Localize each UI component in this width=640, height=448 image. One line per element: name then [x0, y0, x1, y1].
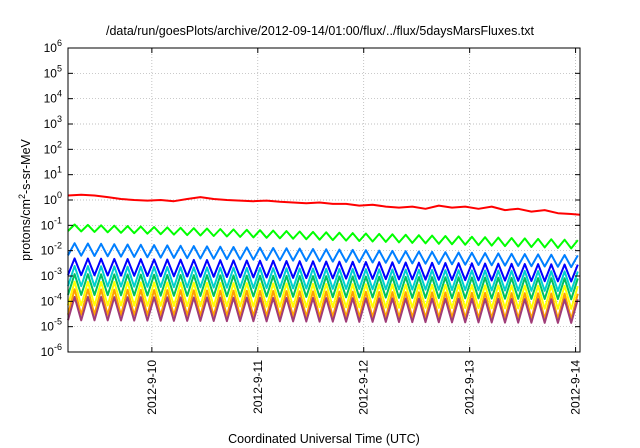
y-axis-label-rest: -s-sr-MeV	[19, 138, 33, 194]
y-tick-exponent: -1	[54, 215, 62, 225]
x-tick-label: 2012-9-12	[357, 360, 371, 415]
y-tick-exponent: 1	[57, 165, 62, 175]
y-tick-label: 10-2	[41, 241, 62, 258]
y-tick-exponent: 5	[57, 63, 62, 73]
y-tick-label: 10-3	[41, 266, 62, 283]
y-tick-exponent: -6	[54, 342, 62, 352]
x-axis-ticks: 2012-9-10 2012-9-11 2012-9-12 2012-9-13 2012…	[145, 48, 583, 415]
series-line-7	[67, 280, 579, 310]
x-tick-label: 2012-9-11	[251, 360, 265, 414]
y-tick-mantissa: 10	[44, 92, 58, 106]
y-tick-exponent: 4	[57, 89, 62, 99]
y-tick-label: 10-6	[41, 342, 62, 359]
y-tick-mantissa: 10	[44, 117, 58, 131]
y-tick-mantissa: 10	[44, 41, 58, 55]
y-tick-label: 100	[44, 190, 62, 207]
y-axis-label: protons/cm2-s-sr-MeV	[17, 138, 33, 260]
y-tick-label: 10-1	[41, 215, 62, 232]
y-tick-exponent: -5	[54, 317, 62, 327]
y-tick-mantissa: 10	[41, 244, 55, 258]
x-tick-label: 2012-9-14	[569, 360, 583, 415]
y-tick-mantissa: 10	[41, 294, 55, 308]
chart-title: /data/run/goesPlots/archive/2012-09-14/0…	[106, 24, 535, 38]
y-tick-mantissa: 10	[44, 168, 58, 182]
series-line-6	[67, 273, 579, 301]
series-line-5	[67, 265, 579, 293]
series-line-2	[67, 223, 579, 250]
y-tick-label: 106	[44, 38, 62, 55]
y-tick-mantissa: 10	[41, 345, 55, 359]
y-tick-mantissa: 10	[44, 193, 58, 207]
y-tick-exponent: 0	[57, 190, 62, 200]
y-axis-ticks: 10-610-510-410-310-210-11001011021031041…	[41, 38, 580, 359]
y-tick-label: 102	[44, 139, 62, 156]
y-tick-label: 104	[44, 89, 62, 106]
y-tick-exponent: 3	[57, 114, 62, 124]
y-tick-exponent: 6	[57, 38, 62, 48]
series-line-3	[67, 242, 579, 269]
x-tick-label: 2012-9-13	[463, 360, 477, 415]
series-line-4	[67, 257, 579, 283]
x-axis-label: Coordinated Universal Time (UTC)	[228, 432, 420, 446]
series-line-9	[67, 295, 579, 324]
series-line-1	[67, 193, 581, 216]
y-tick-exponent: -3	[54, 266, 62, 276]
y-tick-mantissa: 10	[41, 320, 55, 334]
y-tick-mantissa: 10	[44, 142, 58, 156]
y-tick-exponent: -4	[54, 291, 62, 301]
y-axis-label-base: protons/cm	[19, 199, 33, 261]
y-tick-label: 10-4	[41, 291, 62, 308]
y-tick-exponent: 2	[57, 139, 62, 149]
series-group	[67, 193, 581, 324]
y-tick-mantissa: 10	[41, 218, 55, 232]
y-tick-label: 105	[44, 63, 62, 80]
y-axis-label-sup: 2	[17, 194, 27, 199]
y-tick-label: 10-5	[41, 317, 62, 334]
y-tick-label: 101	[44, 165, 62, 182]
y-tick-mantissa: 10	[41, 269, 55, 283]
x-tick-label: 2012-9-10	[145, 360, 159, 415]
series-line-8	[67, 288, 579, 320]
y-tick-label: 103	[44, 114, 62, 131]
y-tick-mantissa: 10	[44, 66, 58, 80]
y-tick-exponent: -2	[54, 241, 62, 251]
